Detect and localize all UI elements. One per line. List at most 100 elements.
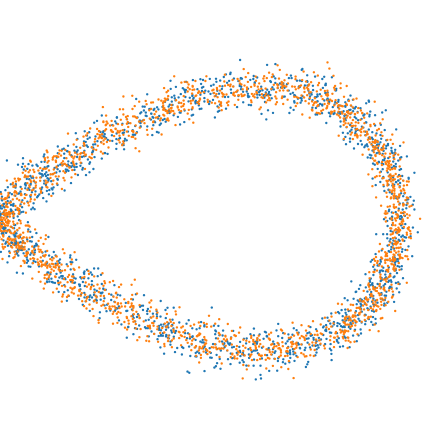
data-point <box>136 339 138 341</box>
data-point <box>333 104 335 106</box>
data-point <box>266 335 268 337</box>
data-point <box>231 353 233 355</box>
data-point <box>6 206 8 208</box>
data-point <box>337 342 339 344</box>
data-point <box>254 96 256 98</box>
data-point <box>361 321 363 323</box>
data-point <box>401 248 403 250</box>
data-point <box>391 295 393 297</box>
data-point <box>398 234 400 236</box>
data-point <box>230 92 232 94</box>
data-point <box>191 343 193 345</box>
data-point <box>236 357 238 359</box>
data-point <box>393 301 395 303</box>
data-point <box>198 361 200 363</box>
data-point <box>170 88 172 90</box>
data-point <box>160 324 162 326</box>
data-point <box>1 207 3 209</box>
data-point <box>349 116 351 118</box>
data-point <box>84 294 86 296</box>
data-point <box>2 248 4 250</box>
data-point <box>343 117 345 119</box>
data-point <box>225 93 227 95</box>
data-point <box>368 141 370 143</box>
data-point <box>368 271 370 273</box>
data-point <box>365 286 367 288</box>
data-point <box>181 353 183 355</box>
data-point <box>358 313 360 315</box>
data-point <box>119 294 121 296</box>
data-point <box>178 331 180 333</box>
data-point <box>325 324 327 326</box>
data-point <box>189 97 191 99</box>
data-point <box>394 236 396 238</box>
data-point <box>281 341 283 343</box>
data-point <box>208 315 210 317</box>
data-point <box>61 295 63 297</box>
data-point <box>336 322 338 324</box>
data-point <box>363 117 365 119</box>
data-point <box>185 323 187 325</box>
data-point <box>37 240 39 242</box>
data-point <box>308 83 310 85</box>
data-point <box>54 276 56 278</box>
data-point <box>398 186 400 188</box>
data-point <box>392 178 394 180</box>
data-point <box>70 263 72 265</box>
data-point <box>74 173 76 175</box>
data-point <box>178 321 180 323</box>
data-point <box>145 111 147 113</box>
data-point <box>311 100 313 102</box>
data-point <box>12 205 14 207</box>
data-point <box>387 271 389 273</box>
data-point <box>389 260 391 262</box>
data-point <box>256 359 258 361</box>
data-point <box>225 345 227 347</box>
data-point <box>155 110 157 112</box>
data-point <box>370 321 372 323</box>
data-point <box>374 114 376 116</box>
data-point <box>30 194 32 196</box>
data-point <box>0 216 2 218</box>
data-point <box>397 250 399 252</box>
data-point <box>274 77 276 79</box>
data-point <box>163 118 165 120</box>
data-point <box>347 340 349 342</box>
data-point <box>38 172 40 174</box>
data-point <box>37 264 39 266</box>
data-point <box>289 93 291 95</box>
data-point <box>328 103 330 105</box>
data-point <box>96 283 98 285</box>
data-point <box>394 217 396 219</box>
data-point <box>390 164 392 166</box>
data-point <box>369 124 371 126</box>
data-point <box>343 325 345 327</box>
data-point <box>321 78 323 80</box>
data-point <box>112 124 114 126</box>
data-point <box>245 342 247 344</box>
data-point <box>382 145 384 147</box>
data-point <box>24 197 26 199</box>
data-point <box>176 326 178 328</box>
data-point <box>162 114 164 116</box>
data-point <box>48 189 50 191</box>
data-point <box>398 291 400 293</box>
data-point <box>279 89 281 91</box>
data-point <box>210 85 212 87</box>
data-point <box>359 107 361 109</box>
data-point <box>404 223 406 225</box>
data-point <box>315 338 317 340</box>
data-point <box>52 192 54 194</box>
data-point <box>316 112 318 114</box>
data-point <box>280 366 282 368</box>
data-point <box>386 255 388 257</box>
data-point <box>251 93 253 95</box>
data-point <box>357 122 359 124</box>
data-point <box>106 153 108 155</box>
data-point <box>311 109 313 111</box>
data-point <box>145 100 147 102</box>
data-point <box>239 341 241 343</box>
data-point <box>388 276 390 278</box>
data-point <box>110 120 112 122</box>
data-point <box>54 266 56 268</box>
